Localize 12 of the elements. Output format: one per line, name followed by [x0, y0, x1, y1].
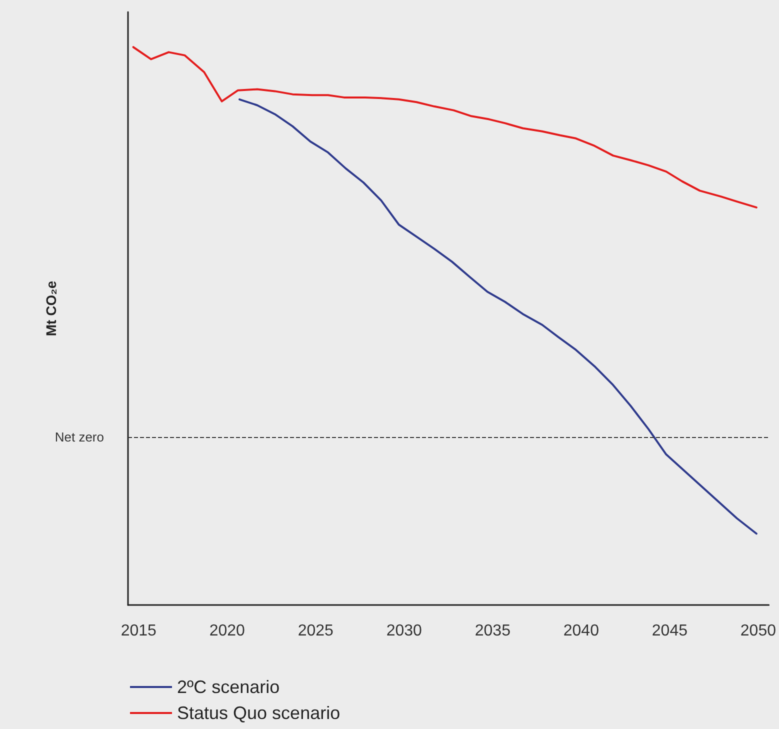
x-tick-label: 2045 [652, 622, 688, 640]
x-tick-label: 2040 [563, 622, 600, 640]
legend-label: 2ºC scenario [177, 677, 280, 697]
x-tick-label: 2050 [740, 622, 776, 640]
x-tick-label: 2015 [120, 622, 157, 640]
ref-line-label: Net zero [54, 430, 104, 445]
legend-label: Status Quo scenario [177, 703, 340, 723]
x-tick-label: 2020 [209, 622, 246, 640]
x-tick-label: 2030 [386, 622, 422, 640]
x-tick-label: 2025 [298, 622, 334, 640]
y-axis-title: Mt CO₂e [43, 280, 59, 336]
x-tick-label: 2035 [474, 622, 511, 640]
